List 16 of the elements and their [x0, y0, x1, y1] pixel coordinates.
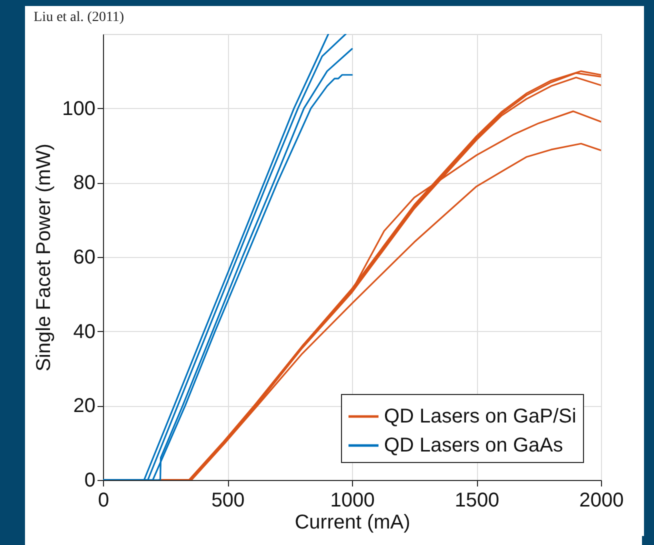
x-tick-label: 1000: [330, 490, 375, 512]
y-tick-label: 100: [62, 98, 96, 120]
y-tick-label: 60: [73, 246, 96, 268]
y-axis-title: Single Facet Power (mW): [33, 144, 56, 372]
x-tick-label: 1500: [454, 490, 500, 512]
y-tick-label: 40: [73, 320, 96, 343]
x-tick-label: 500: [211, 490, 245, 512]
y-tick-label: 0: [84, 470, 96, 492]
legend-label: QD Lasers on GaP/Si: [384, 406, 576, 428]
x-tick-label: 0: [98, 490, 110, 512]
x-axis-title: Current (mA): [294, 512, 410, 534]
legend-label: QD Lasers on GaAs: [384, 434, 563, 456]
text: Liu et al. (2011): [34, 10, 124, 25]
y-tick-label: 80: [73, 172, 96, 194]
y-tick-label: 20: [73, 395, 96, 418]
x-tick-label: 2000: [579, 490, 624, 512]
